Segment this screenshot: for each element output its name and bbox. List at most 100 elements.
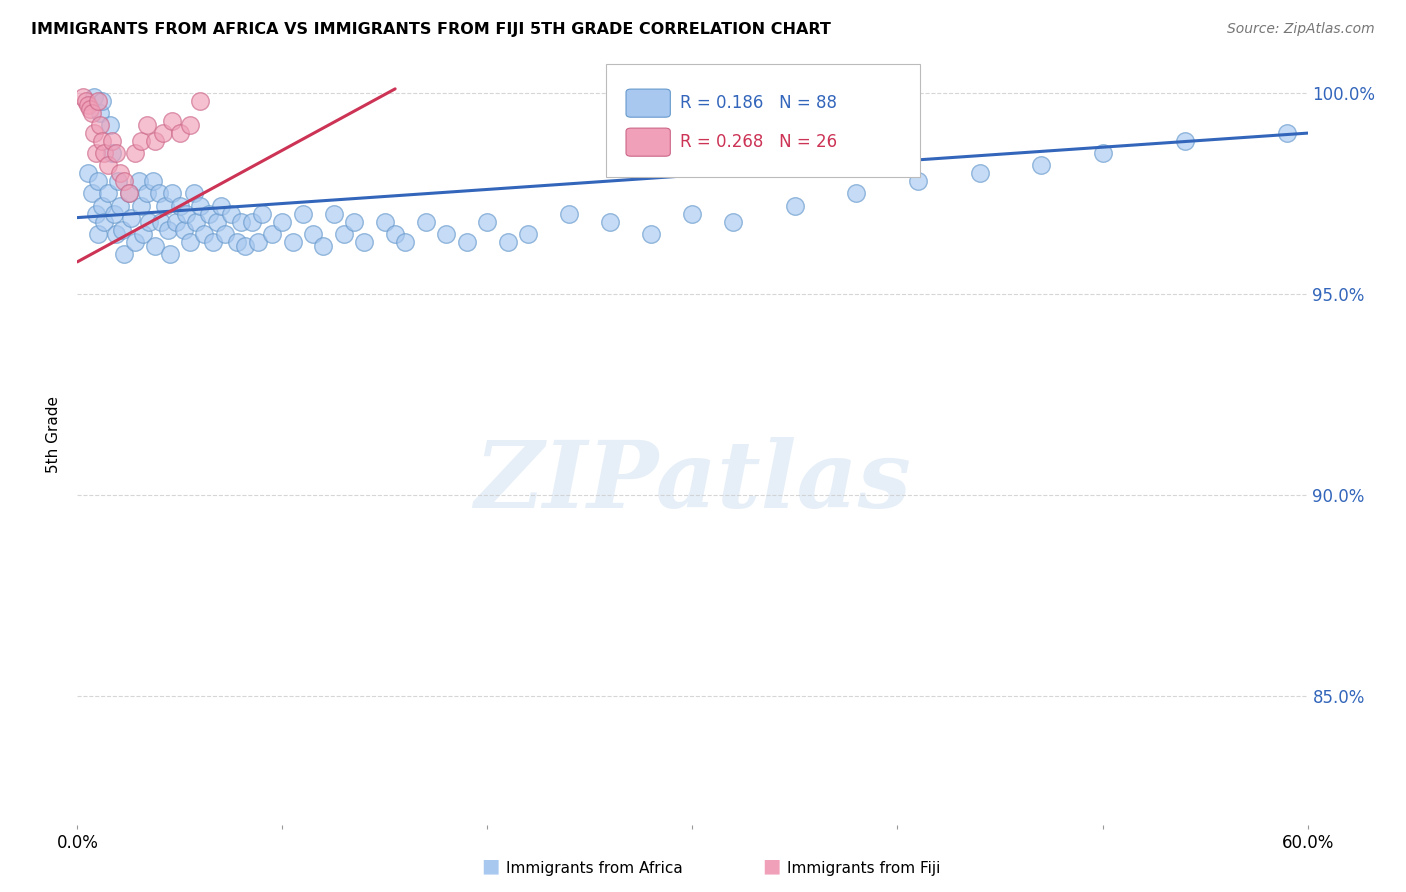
Point <box>87 227 110 241</box>
Point <box>124 146 146 161</box>
Point <box>89 118 111 132</box>
Point <box>98 118 121 132</box>
Point <box>160 114 183 128</box>
Point <box>97 186 120 201</box>
Point <box>129 198 152 212</box>
Point <box>783 198 806 212</box>
Point <box>333 227 356 241</box>
Point <box>107 174 129 188</box>
Point <box>201 235 224 249</box>
Point <box>89 106 111 120</box>
Point <box>969 166 991 180</box>
Point <box>142 174 165 188</box>
Point <box>845 186 868 201</box>
Point <box>93 146 115 161</box>
Point <box>120 211 142 225</box>
Point <box>517 227 540 241</box>
Point <box>456 235 478 249</box>
Point <box>84 206 107 220</box>
Point <box>723 214 745 228</box>
Text: ■: ■ <box>481 857 499 876</box>
Text: R = 0.268   N = 26: R = 0.268 N = 26 <box>681 133 838 151</box>
Point <box>262 227 284 241</box>
Point <box>235 239 257 253</box>
Point <box>110 166 132 180</box>
Point <box>174 206 197 220</box>
Point <box>159 247 181 261</box>
Point <box>148 186 170 201</box>
Point <box>302 227 325 241</box>
Point <box>640 227 662 241</box>
Point <box>103 206 125 220</box>
Point <box>226 235 249 249</box>
Point <box>558 206 581 220</box>
Point <box>477 214 499 228</box>
Point <box>97 158 120 172</box>
Text: R = 0.186   N = 88: R = 0.186 N = 88 <box>681 95 837 112</box>
Point <box>143 239 166 253</box>
Point <box>907 174 929 188</box>
Point <box>128 174 150 188</box>
Point <box>183 186 205 201</box>
Point <box>87 94 110 108</box>
Point <box>76 166 98 180</box>
Text: Immigrants from Fiji: Immigrants from Fiji <box>787 861 941 876</box>
Point <box>246 235 269 249</box>
Point <box>136 118 159 132</box>
Point <box>165 214 187 228</box>
Point <box>219 206 242 220</box>
Point <box>291 206 314 220</box>
Point <box>193 227 215 241</box>
Point <box>353 235 375 249</box>
Point <box>271 214 294 228</box>
Point <box>436 227 458 241</box>
Point <box>682 206 704 220</box>
Point <box>117 186 139 201</box>
FancyBboxPatch shape <box>626 89 671 117</box>
Point <box>150 214 173 228</box>
Point <box>209 198 232 212</box>
Point <box>76 98 98 112</box>
Point <box>281 235 304 249</box>
Point <box>90 134 114 148</box>
Point <box>1029 158 1052 172</box>
Point <box>173 222 195 236</box>
Point <box>312 239 335 253</box>
Point <box>240 214 263 228</box>
Point <box>105 146 128 161</box>
Text: ■: ■ <box>762 857 780 876</box>
Point <box>124 235 146 249</box>
Point <box>80 186 103 201</box>
Point <box>179 118 201 132</box>
Point <box>136 186 159 201</box>
Point <box>105 227 128 241</box>
Point <box>80 106 103 120</box>
Point <box>83 90 105 104</box>
Point <box>160 186 183 201</box>
Point <box>143 134 166 148</box>
Point <box>101 146 124 161</box>
Point <box>197 206 219 220</box>
Point <box>83 126 105 140</box>
Point <box>214 227 236 241</box>
Point <box>90 94 114 108</box>
Text: ZIPatlas: ZIPatlas <box>474 437 911 526</box>
Point <box>90 198 114 212</box>
Point <box>188 198 212 212</box>
Point <box>169 126 191 140</box>
Point <box>1091 146 1114 161</box>
Point <box>250 206 273 220</box>
Point <box>132 227 155 241</box>
Y-axis label: 5th Grade: 5th Grade <box>46 396 62 474</box>
Text: Immigrants from Africa: Immigrants from Africa <box>506 861 683 876</box>
Point <box>179 235 201 249</box>
Point <box>156 222 179 236</box>
Point <box>1174 134 1197 148</box>
Point <box>87 174 110 188</box>
Point <box>1275 126 1298 140</box>
Point <box>101 134 124 148</box>
Point <box>205 214 228 228</box>
Point <box>111 222 134 236</box>
Point <box>599 214 621 228</box>
Point <box>188 94 212 108</box>
